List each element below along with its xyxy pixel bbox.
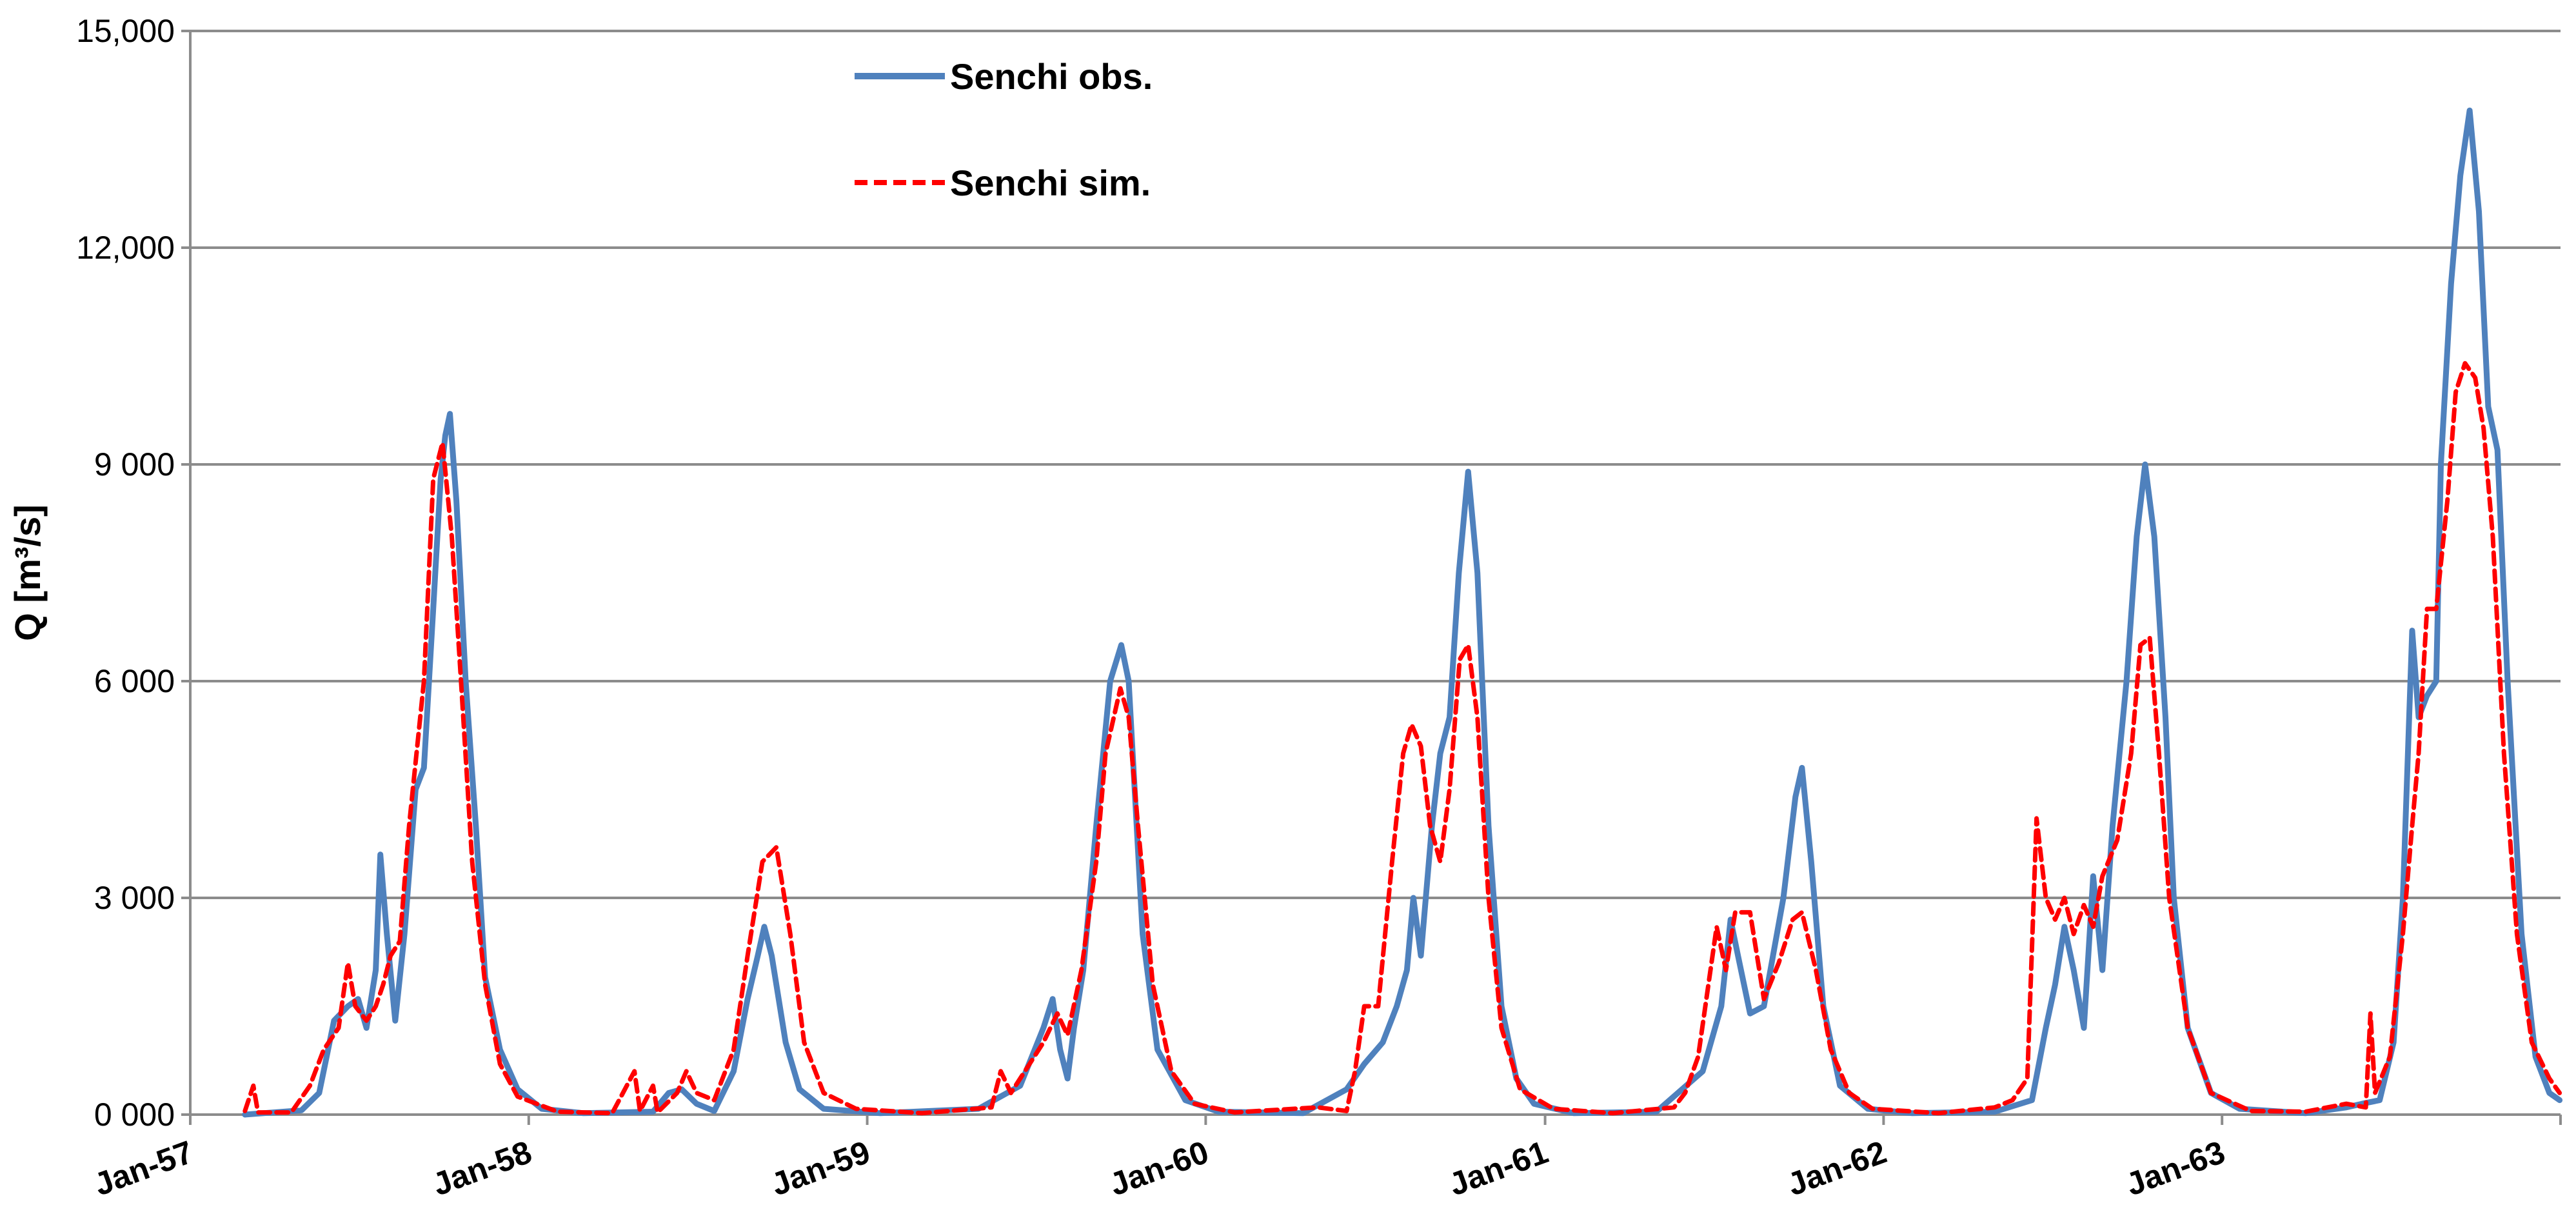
x-tick-label: Jan-62 [1783,1134,1891,1203]
x-tick-label: Jan-57 [90,1134,198,1203]
x-tick-label: Jan-60 [1105,1134,1213,1203]
x-tick-label: Jan-58 [428,1134,537,1203]
y-tick-label: 15,000 [76,13,175,49]
y-tick-label: 0 000 [94,1097,175,1133]
x-tick-label: Jan-61 [1444,1134,1552,1203]
series-line-senchi-sim [243,361,2562,1116]
series-line-senchi-obs [242,107,2563,1118]
y-tick-label: 6 000 [94,663,175,699]
y-tick-label: 3 000 [94,880,175,916]
x-tick-label: Jan-63 [2121,1134,2230,1203]
x-tick-label: Jan-59 [766,1134,875,1203]
legend-label: Senchi sim. [950,163,1151,203]
legend-label: Senchi obs. [950,56,1153,97]
y-axis-label: Q [m³/s] [7,504,48,641]
legend: Senchi obs. Senchi sim. [855,56,1153,203]
y-tick-label: 9 000 [94,446,175,482]
y-tick-label: 12,000 [76,230,175,266]
series-lines [242,107,2563,1118]
gridlines [190,30,2561,899]
